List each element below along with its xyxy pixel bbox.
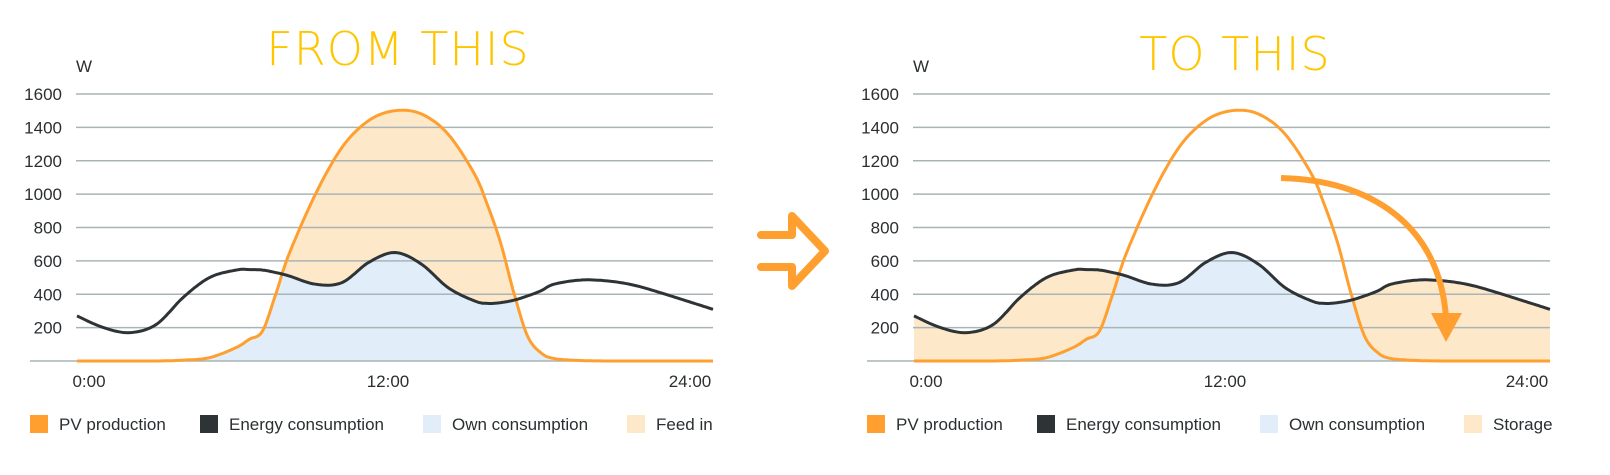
legend-label: Energy consumption	[229, 415, 384, 434]
y-axis-unit-label: W	[913, 57, 929, 76]
x-tick-labels: 0:00 12:00 24:00	[72, 372, 711, 391]
y-tick-label: 1200	[24, 152, 62, 171]
y-tick-label: 200	[34, 319, 62, 338]
legend-swatch-own-consumption	[1260, 415, 1278, 433]
y-tick-label: 1000	[861, 185, 899, 204]
x-tick-label: 0:00	[909, 372, 942, 391]
x-tick-label: 24:00	[669, 372, 712, 391]
legend-item: Own consumption	[423, 415, 588, 434]
pv-production-line	[76, 108, 714, 363]
y-tick-label: 1600	[24, 85, 62, 104]
legend-item: Storage	[1464, 415, 1553, 434]
legend-item: Feed in	[627, 415, 713, 434]
legend-item: PV production	[867, 415, 1003, 434]
pv-production-line	[913, 108, 1551, 363]
energy-consumption-line	[913, 251, 1551, 335]
y-tick-label: 200	[871, 319, 899, 338]
legend-label: Storage	[1493, 415, 1553, 434]
feed-in-area	[77, 110, 713, 361]
legend-swatch-energy-consumption	[200, 415, 218, 433]
x-tick-label: 12:00	[1204, 372, 1247, 391]
legend-item: Energy consumption	[1037, 415, 1221, 434]
legend-label: Own consumption	[1289, 415, 1425, 434]
y-tick-label: 1400	[861, 118, 899, 137]
legend-label: PV production	[896, 415, 1003, 434]
chart-title: TO THIS	[1139, 27, 1330, 81]
energy-consumption-line	[76, 251, 714, 335]
legend-swatch-storage	[1464, 415, 1482, 433]
y-tick-label: 400	[871, 285, 899, 304]
x-tick-labels: 0:00 12:00 24:00	[909, 372, 1548, 391]
area-fills	[914, 252, 1550, 361]
y-tick-label: 1400	[24, 118, 62, 137]
legend-label: Feed in	[656, 415, 713, 434]
y-tick-label: 400	[34, 285, 62, 304]
legend: PV production Energy consumption Own consu…	[30, 415, 713, 434]
legend-swatch-feed-in	[627, 415, 645, 433]
chart-title: FROM THIS	[266, 22, 529, 76]
y-tick-label: 800	[34, 219, 62, 238]
chart-from-this: FROM THIS W 200 400 600 800 1000 1200 1400 1600…	[24, 22, 714, 434]
legend-label: PV production	[59, 415, 166, 434]
y-tick-label: 1600	[861, 85, 899, 104]
y-axis-unit-label: W	[76, 57, 92, 76]
y-tick-label: 600	[871, 252, 899, 271]
y-tick-label: 1000	[24, 185, 62, 204]
legend-swatch-pv-production	[30, 415, 48, 433]
own-consumption-area	[77, 252, 713, 361]
y-tick-labels: 200 400 600 800 1000 1200 1400 1600	[24, 85, 62, 338]
curved-arrow-shaft-icon	[1280, 175, 1449, 319]
y-tick-labels: 200 400 600 800 1000 1200 1400 1600	[861, 85, 899, 338]
area-fills	[77, 110, 713, 361]
legend-swatch-own-consumption	[423, 415, 441, 433]
y-tick-label: 1200	[861, 152, 899, 171]
series-lines	[76, 108, 714, 363]
legend-item: Own consumption	[1260, 415, 1425, 434]
gridlines	[30, 93, 713, 362]
arrowhead-icon	[1431, 313, 1462, 342]
legend-swatch-pv-production	[867, 415, 885, 433]
series-lines	[913, 108, 1551, 363]
legend-swatch-energy-consumption	[1037, 415, 1055, 433]
chart-to-this: TO THIS W 200 400 600 800 1000 1200 1400 1600 0…	[861, 27, 1552, 434]
legend-label: Own consumption	[452, 415, 588, 434]
double-line-right-arrow-icon	[757, 212, 829, 290]
x-tick-label: 12:00	[367, 372, 410, 391]
x-tick-label: 24:00	[1506, 372, 1549, 391]
legend-item: Energy consumption	[200, 415, 384, 434]
y-tick-label: 600	[34, 252, 62, 271]
legend: PV production Energy consumption Own consu…	[867, 415, 1553, 434]
y-tick-label: 800	[871, 219, 899, 238]
own-consumption-area	[914, 252, 1550, 361]
legend-item: PV production	[30, 415, 166, 434]
legend-label: Energy consumption	[1066, 415, 1221, 434]
x-tick-label: 0:00	[72, 372, 105, 391]
storage-shift-arrow	[1280, 175, 1462, 342]
storage-area	[914, 252, 1550, 361]
